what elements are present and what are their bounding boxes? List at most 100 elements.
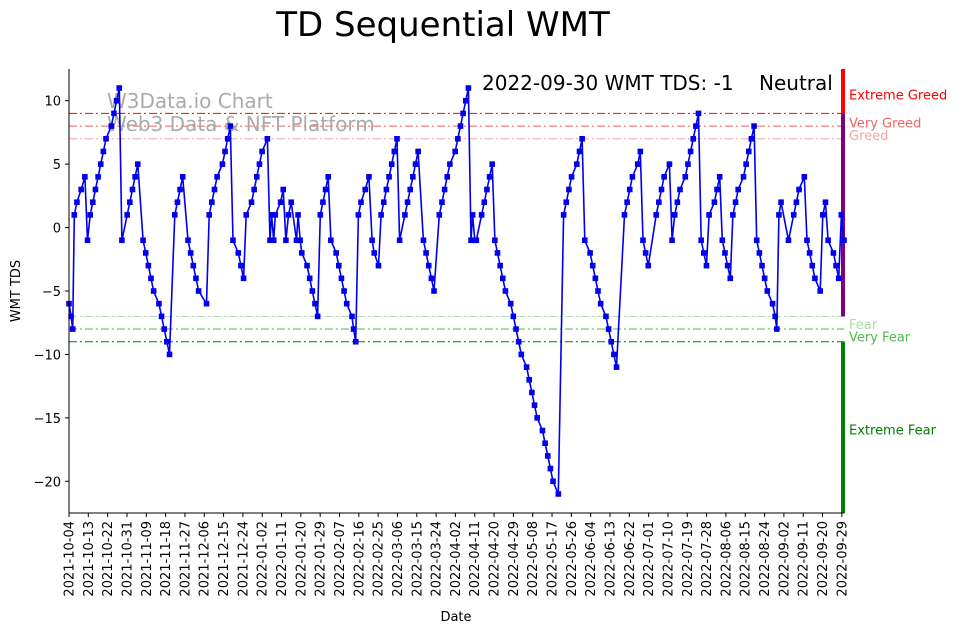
- x-tick-label: 2021-11-27: [178, 521, 193, 597]
- x-tick-label: 2022-09-02: [777, 521, 792, 597]
- data-point: [288, 199, 294, 205]
- data-point: [774, 326, 780, 332]
- y-axis-label: WMT TDS: [9, 260, 24, 322]
- data-point: [478, 212, 485, 218]
- data-point: [145, 262, 152, 269]
- data-point: [706, 212, 712, 218]
- data-point: [817, 288, 823, 294]
- data-point: [776, 212, 782, 218]
- data-point: [513, 326, 519, 332]
- data-point: [391, 148, 398, 155]
- level-label-2: Greed: [849, 129, 888, 144]
- data-point: [124, 212, 130, 218]
- data-point: [492, 237, 498, 244]
- data-point: [388, 161, 395, 167]
- data-point: [457, 123, 464, 129]
- data-point: [447, 161, 453, 167]
- data-point: [489, 161, 496, 167]
- data-point: [608, 338, 615, 345]
- data-point: [695, 110, 702, 117]
- data-point: [371, 250, 378, 256]
- data-point: [362, 186, 369, 193]
- y-tick-label: −5: [42, 285, 61, 300]
- data-point: [129, 186, 136, 193]
- data-point: [211, 186, 218, 193]
- data-point: [645, 262, 652, 269]
- data-point: [402, 212, 408, 218]
- data-point: [529, 389, 535, 396]
- data-point: [127, 199, 133, 205]
- data-point: [90, 199, 96, 205]
- latest-value-annotation: 2022-09-30 WMT TDS: -1: [482, 71, 734, 95]
- x-tick-label: 2022-01-20: [294, 521, 309, 597]
- data-point: [436, 212, 443, 218]
- data-point: [685, 161, 691, 167]
- x-tick-label: 2022-06-04: [584, 521, 599, 597]
- data-point: [420, 237, 427, 244]
- x-tick-label: 2022-07-10: [661, 521, 676, 597]
- data-point: [809, 262, 816, 269]
- y-tick-label: 5: [53, 158, 61, 173]
- data-point: [87, 212, 93, 218]
- data-point: [756, 250, 763, 256]
- data-point: [423, 250, 429, 256]
- data-point: [547, 465, 554, 472]
- data-point: [108, 123, 115, 129]
- x-tick-label: 2021-12-06: [198, 521, 213, 597]
- data-point: [428, 275, 435, 282]
- data-point: [732, 199, 739, 205]
- x-tick-label: 2022-01-29: [314, 521, 329, 597]
- data-point: [71, 212, 78, 218]
- data-point: [804, 237, 810, 244]
- data-point: [534, 415, 540, 421]
- data-point: [626, 186, 633, 193]
- data-point: [531, 402, 538, 408]
- x-tick-label: 2022-04-02: [449, 521, 464, 597]
- data-point: [304, 262, 310, 269]
- data-point: [256, 161, 263, 167]
- x-tick-label: 2022-02-07: [333, 521, 348, 597]
- data-point: [820, 212, 826, 218]
- data-point: [502, 288, 509, 294]
- data-point: [95, 174, 101, 180]
- data-point: [494, 250, 501, 256]
- x-tick-label: 2021-10-13: [82, 521, 97, 597]
- x-tick-label: 2022-03-06: [391, 521, 406, 597]
- x-tick-label: 2022-01-11: [275, 521, 290, 597]
- x-tick-label: 2022-05-26: [565, 521, 580, 597]
- data-point: [484, 186, 490, 193]
- data-point: [187, 250, 194, 256]
- data-point: [355, 212, 362, 218]
- data-point: [386, 174, 392, 180]
- data-point: [295, 212, 301, 218]
- data-point: [785, 237, 792, 244]
- data-point: [396, 237, 403, 244]
- x-tick-label: 2021-10-31: [120, 521, 135, 597]
- data-point: [209, 199, 215, 205]
- data-point: [550, 478, 556, 485]
- data-point: [206, 212, 212, 218]
- data-point: [469, 212, 476, 218]
- data-point: [666, 161, 673, 167]
- x-tick-label: 2022-08-24: [758, 521, 773, 597]
- data-point: [497, 262, 503, 269]
- data-point: [341, 288, 347, 294]
- level-label-0: Extreme Greed: [849, 88, 947, 103]
- data-point: [574, 161, 580, 167]
- data-point: [455, 135, 461, 142]
- data-point: [394, 135, 400, 142]
- x-tick-label: 2022-06-22: [623, 521, 638, 597]
- data-point: [703, 262, 710, 269]
- data-point: [714, 186, 720, 193]
- data-point: [297, 237, 303, 244]
- x-tick-label: 2022-06-13: [603, 521, 618, 597]
- data-point: [68, 313, 74, 320]
- data-point: [343, 300, 350, 307]
- data-point: [333, 250, 339, 256]
- data-point: [563, 199, 570, 205]
- data-point: [142, 250, 149, 256]
- data-point: [690, 135, 697, 142]
- data-point: [375, 262, 382, 269]
- y-tick-label: −20: [34, 475, 61, 490]
